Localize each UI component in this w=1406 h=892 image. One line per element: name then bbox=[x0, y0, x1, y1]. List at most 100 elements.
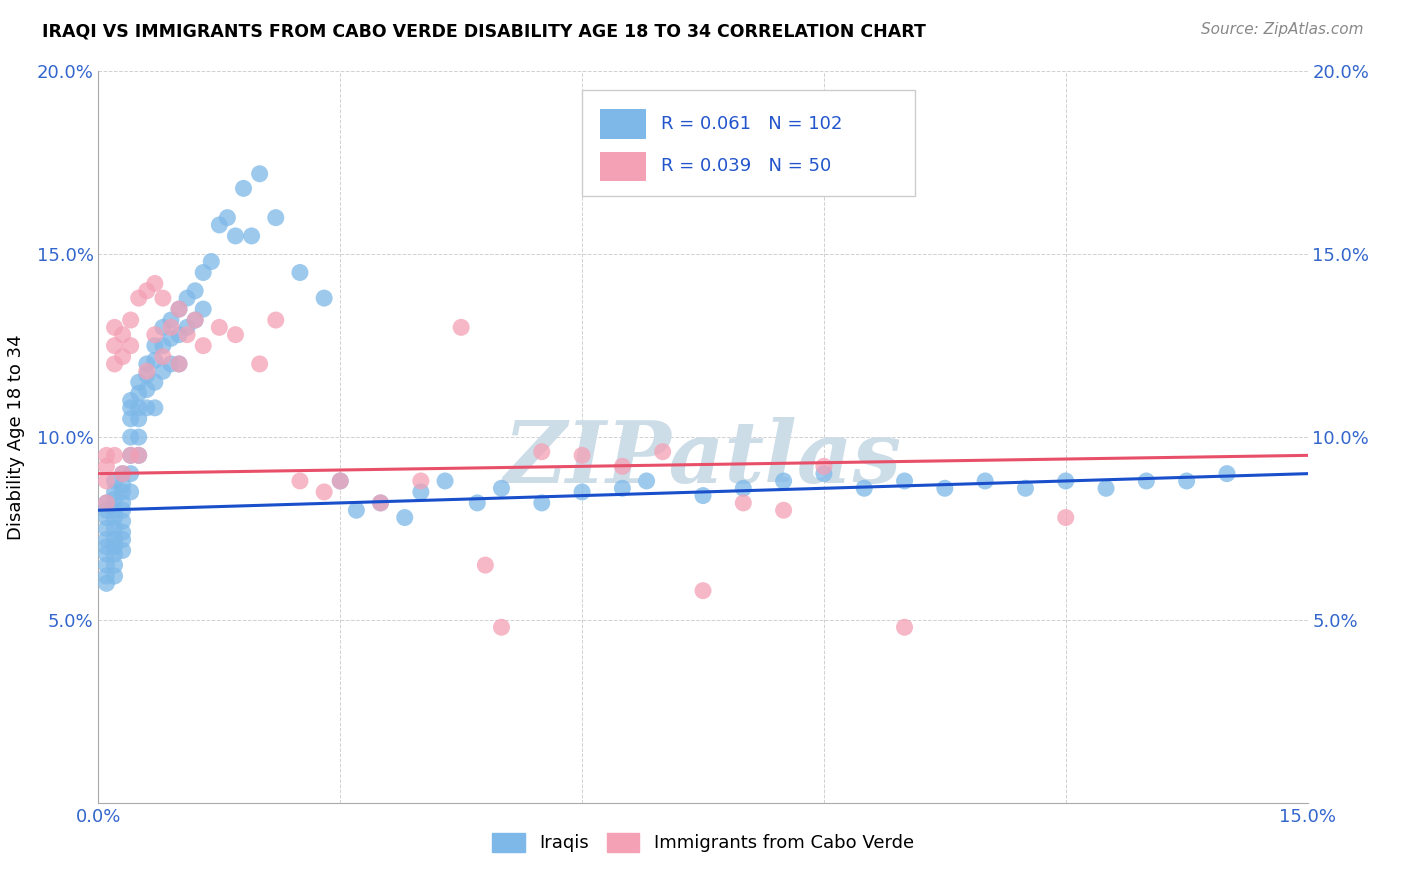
Point bbox=[853, 481, 876, 495]
Point bbox=[772, 474, 794, 488]
Point bbox=[167, 357, 190, 371]
Point bbox=[111, 514, 134, 528]
Point bbox=[491, 620, 513, 634]
Point bbox=[103, 503, 125, 517]
Point bbox=[96, 496, 118, 510]
Point bbox=[103, 338, 125, 352]
Text: IRAQI VS IMMIGRANTS FROM CABO VERDE DISABILITY AGE 18 TO 34 CORRELATION CHART: IRAQI VS IMMIGRANTS FROM CABO VERDE DISA… bbox=[42, 22, 927, 40]
Point bbox=[96, 510, 118, 524]
Point bbox=[167, 301, 190, 317]
Point bbox=[96, 558, 118, 573]
Point bbox=[96, 503, 118, 517]
Point bbox=[208, 320, 231, 334]
Point bbox=[135, 368, 157, 382]
Point bbox=[208, 218, 231, 232]
Point bbox=[692, 583, 714, 598]
Point bbox=[96, 521, 118, 535]
Point bbox=[264, 211, 287, 225]
Point bbox=[111, 533, 134, 547]
Point bbox=[128, 386, 150, 401]
Point bbox=[128, 448, 150, 462]
Point bbox=[224, 327, 246, 342]
Point bbox=[1095, 481, 1118, 495]
Point bbox=[152, 338, 174, 352]
Point bbox=[217, 211, 239, 225]
Point bbox=[128, 448, 150, 462]
Point bbox=[103, 540, 125, 554]
Point bbox=[120, 448, 142, 462]
Point bbox=[160, 357, 183, 371]
Point bbox=[571, 448, 593, 462]
Point bbox=[120, 448, 142, 462]
Point bbox=[733, 496, 755, 510]
Point bbox=[612, 459, 634, 474]
Point bbox=[128, 375, 150, 389]
Point bbox=[128, 291, 150, 305]
Point bbox=[135, 284, 157, 298]
Point bbox=[128, 401, 150, 415]
Point bbox=[1175, 474, 1198, 488]
Point bbox=[111, 467, 134, 481]
Point bbox=[103, 510, 125, 524]
Point bbox=[240, 229, 263, 244]
Point bbox=[370, 496, 392, 510]
Point bbox=[232, 181, 254, 195]
Point bbox=[143, 401, 166, 415]
Point bbox=[120, 338, 142, 352]
Point bbox=[120, 467, 142, 481]
Point bbox=[135, 364, 157, 378]
Point bbox=[152, 320, 174, 334]
Point bbox=[530, 496, 553, 510]
Point bbox=[103, 357, 125, 371]
Bar bbox=[600, 110, 647, 138]
Point bbox=[1054, 510, 1077, 524]
Point bbox=[167, 357, 190, 371]
Point bbox=[111, 477, 134, 491]
Point bbox=[409, 485, 432, 500]
Point bbox=[394, 510, 416, 524]
Bar bbox=[600, 152, 647, 181]
Point bbox=[184, 313, 207, 327]
Point bbox=[152, 291, 174, 305]
Point bbox=[96, 533, 118, 547]
Point bbox=[120, 393, 142, 408]
Point bbox=[135, 357, 157, 371]
Point bbox=[474, 558, 496, 573]
Point bbox=[96, 547, 118, 561]
Point bbox=[103, 492, 125, 507]
Point bbox=[813, 459, 835, 474]
Point bbox=[264, 313, 287, 327]
Point bbox=[96, 569, 118, 583]
Point bbox=[96, 474, 118, 488]
Point bbox=[314, 291, 336, 305]
Point bbox=[288, 474, 311, 488]
Point bbox=[692, 489, 714, 503]
Point bbox=[434, 474, 457, 488]
Point bbox=[120, 401, 142, 415]
Point bbox=[120, 313, 142, 327]
Point bbox=[974, 474, 997, 488]
Point bbox=[135, 383, 157, 397]
Point bbox=[530, 444, 553, 458]
Point bbox=[128, 412, 150, 426]
Point bbox=[176, 327, 198, 342]
Point bbox=[111, 485, 134, 500]
Y-axis label: Disability Age 18 to 34: Disability Age 18 to 34 bbox=[7, 334, 25, 540]
Point bbox=[143, 375, 166, 389]
Point bbox=[103, 547, 125, 561]
Text: ZIPatlas: ZIPatlas bbox=[503, 417, 903, 500]
Point bbox=[103, 485, 125, 500]
Point bbox=[96, 496, 118, 510]
Point bbox=[111, 496, 134, 510]
Point bbox=[160, 320, 183, 334]
Point bbox=[111, 503, 134, 517]
Point bbox=[193, 266, 215, 280]
Point bbox=[160, 313, 183, 327]
Point bbox=[143, 338, 166, 352]
Point bbox=[176, 320, 198, 334]
Point bbox=[111, 525, 134, 540]
Point bbox=[612, 481, 634, 495]
Point bbox=[143, 277, 166, 291]
Point bbox=[96, 459, 118, 474]
Point bbox=[772, 503, 794, 517]
